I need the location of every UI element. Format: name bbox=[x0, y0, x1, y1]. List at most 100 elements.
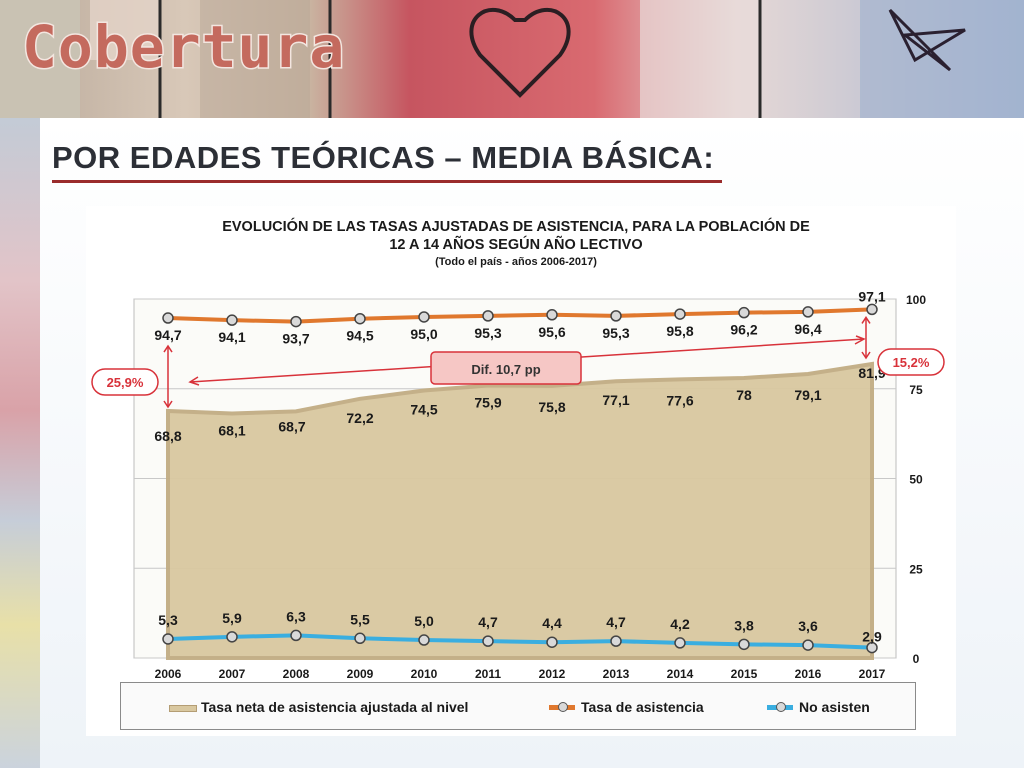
chart-panel: 0 25 50 75 100 2006 2007 2008 2009 2010 2011 2012 20… bbox=[86, 206, 956, 736]
label-not-attending-2010: 5,0 bbox=[414, 613, 434, 629]
point-attendance-2010 bbox=[418, 311, 430, 323]
gap-arrowhead-left-top bbox=[163, 344, 173, 353]
chart-legend: Tasa neta de asistencia ajustada al nive… bbox=[120, 682, 916, 730]
legend-marker-not-attending bbox=[776, 702, 786, 712]
x-tick-label-2008: 2008 bbox=[283, 667, 310, 681]
gap-arrowhead-right-bottom bbox=[861, 351, 871, 360]
point-attendance-2007 bbox=[226, 314, 238, 326]
label-area-2016: 79,1 bbox=[794, 387, 821, 403]
decorative-drawing bbox=[0, 0, 1024, 118]
label-area-2006: 68,8 bbox=[154, 428, 181, 444]
label-attendance-2015: 96,2 bbox=[730, 322, 757, 338]
series-area-net-rate bbox=[166, 361, 874, 660]
difference-arrowhead-right bbox=[854, 335, 866, 345]
point-not-attending-2006 bbox=[162, 633, 174, 645]
difference-badge bbox=[430, 351, 582, 385]
point-attendance-2016 bbox=[802, 306, 814, 318]
point-not-attending-2015 bbox=[738, 638, 750, 651]
legend-label-attendance: Tasa de asistencia bbox=[581, 699, 704, 715]
label-area-2012: 75,8 bbox=[538, 399, 565, 415]
difference-label: Dif. 10,7 pp bbox=[471, 362, 540, 377]
legend-label-not-attending: No asisten bbox=[799, 699, 870, 715]
label-not-attending-2007: 5,9 bbox=[222, 610, 242, 626]
label-not-attending-2016: 3,6 bbox=[798, 618, 818, 634]
point-attendance-2017 bbox=[866, 303, 878, 316]
label-attendance-2013: 95,3 bbox=[602, 325, 629, 341]
point-not-attending-2013 bbox=[610, 635, 622, 647]
label-attendance-2011: 95,3 bbox=[474, 325, 501, 341]
point-attendance-2014 bbox=[674, 308, 686, 320]
x-tick-label-2007: 2007 bbox=[219, 667, 246, 681]
label-not-attending-2014: 4,2 bbox=[670, 616, 690, 632]
x-tick-label-2013: 2013 bbox=[603, 667, 630, 681]
label-attendance-2017: 97,1 bbox=[858, 288, 885, 304]
series-line-not-attending bbox=[167, 633, 873, 650]
label-area-2010: 74,5 bbox=[410, 402, 437, 418]
label-area-2007: 68,1 bbox=[218, 423, 245, 439]
chart-title-line1: EVOLUCIÓN DE LAS TASAS AJUSTADAS DE ASIS… bbox=[222, 219, 810, 235]
chart-title-line2: 12 A 14 AÑOS SEGÚN AÑO LECTIVO bbox=[389, 237, 643, 253]
point-attendance-2011 bbox=[482, 310, 494, 322]
x-tick-label-2006: 2006 bbox=[155, 667, 182, 681]
y-tick-label-100: 100 bbox=[906, 293, 926, 307]
point-attendance-2013 bbox=[610, 310, 622, 322]
point-attendance-2006 bbox=[162, 312, 174, 324]
x-tick-label-2015: 2015 bbox=[731, 667, 758, 681]
label-area-2015: 78 bbox=[736, 387, 752, 403]
point-not-attending-2017 bbox=[866, 641, 878, 654]
label-attendance-2012: 95,6 bbox=[538, 324, 565, 340]
label-attendance-2008: 93,7 bbox=[282, 331, 309, 347]
x-tick-label-2010: 2010 bbox=[411, 667, 438, 681]
label-area-2009: 72,2 bbox=[346, 410, 373, 426]
point-attendance-2015 bbox=[738, 306, 750, 319]
label-attendance-2006: 94,7 bbox=[154, 327, 181, 343]
x-tick-label-2009: 2009 bbox=[347, 667, 374, 681]
legend-marker-attendance bbox=[558, 702, 568, 712]
point-not-attending-2014 bbox=[674, 637, 686, 649]
gap-label-right: 15,2% bbox=[893, 355, 930, 370]
point-not-attending-2009 bbox=[354, 632, 366, 645]
point-not-attending-2016 bbox=[802, 639, 814, 651]
x-tick-label-2014: 2014 bbox=[667, 667, 694, 681]
label-not-attending-2012: 4,4 bbox=[542, 615, 562, 631]
label-attendance-2014: 95,8 bbox=[666, 323, 693, 339]
legend-label-area: Tasa neta de asistencia ajustada al nive… bbox=[201, 699, 469, 715]
label-attendance-2010: 95,0 bbox=[410, 326, 437, 342]
chart-subtitle: (Todo el país - años 2006-2017) bbox=[435, 256, 597, 268]
x-tick-label-2017: 2017 bbox=[859, 667, 886, 681]
point-not-attending-2007 bbox=[226, 631, 238, 643]
series-line-attendance bbox=[167, 307, 873, 324]
difference-arrowhead-left bbox=[188, 376, 200, 386]
heading-underline bbox=[52, 180, 722, 183]
x-tick-label-2016: 2016 bbox=[795, 667, 822, 681]
y-tick-label-0: 0 bbox=[913, 652, 920, 666]
chart-title: EVOLUCIÓN DE LAS TASAS AJUSTADAS DE ASIS… bbox=[86, 218, 946, 254]
decorative-side-strip bbox=[0, 118, 40, 768]
label-not-attending-2015: 3,8 bbox=[734, 617, 754, 633]
label-not-attending-2009: 5,5 bbox=[350, 611, 370, 627]
label-not-attending-2006: 5,3 bbox=[158, 612, 178, 628]
point-attendance-2012 bbox=[546, 309, 558, 321]
y-tick-label-25: 25 bbox=[909, 562, 923, 576]
gap-badge-left bbox=[91, 368, 159, 396]
gap-arrowhead-right-top bbox=[861, 316, 871, 324]
y-tick-label-50: 50 bbox=[909, 473, 923, 487]
label-area-2014: 77,6 bbox=[666, 392, 693, 408]
x-tick-label-2011: 2011 bbox=[475, 667, 501, 681]
section-heading: POR EDADES TEÓRICAS – MEDIA BÁSICA: bbox=[52, 140, 715, 175]
chart-canvas: 0 25 50 75 100 2006 2007 2008 2009 2010 2011 2012 20… bbox=[91, 288, 945, 681]
point-not-attending-2008 bbox=[290, 629, 302, 642]
point-attendance-2009 bbox=[354, 312, 366, 325]
x-tick-label-2012: 2012 bbox=[539, 667, 566, 681]
label-area-2013: 77,1 bbox=[602, 392, 629, 408]
y-tick-label-75: 75 bbox=[909, 383, 923, 397]
label-not-attending-2011: 4,7 bbox=[478, 614, 498, 630]
label-not-attending-2008: 6,3 bbox=[286, 608, 306, 624]
label-not-attending-2017: 2,9 bbox=[862, 629, 882, 645]
header-banner bbox=[0, 0, 1024, 118]
slide-title: Cobertura bbox=[20, 13, 346, 81]
label-attendance-2007: 94,1 bbox=[218, 329, 245, 345]
legend-swatch-area bbox=[169, 705, 197, 712]
point-attendance-2008 bbox=[290, 315, 302, 328]
gap-badge-right bbox=[877, 348, 945, 376]
